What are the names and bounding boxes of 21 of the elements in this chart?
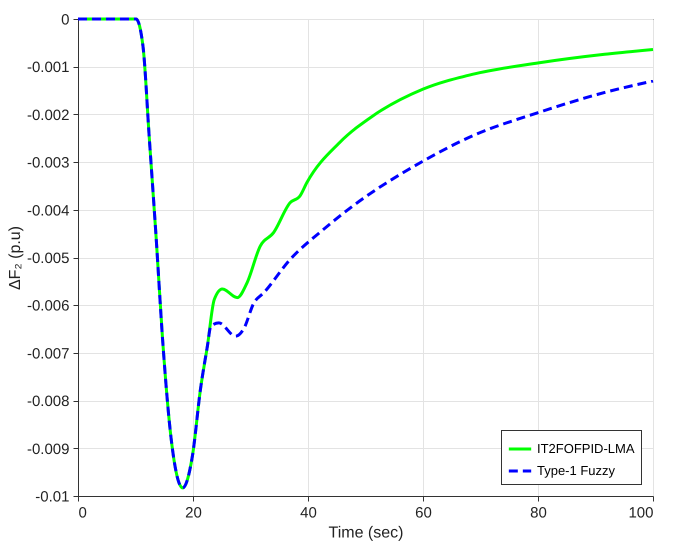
- x-tick-label: 40: [300, 504, 317, 522]
- x-tick-label: 80: [530, 504, 547, 522]
- y-tick-label: -0.009: [26, 440, 70, 458]
- y-tick-label: 0: [61, 12, 70, 28]
- y-tick-label: -0.008: [26, 393, 70, 410]
- y-tick-label: -0.006: [26, 298, 70, 315]
- legend-label: IT2FOFPID-LMA: [537, 441, 635, 456]
- y-axis-title: ΔF₂ (p.u): [6, 226, 24, 290]
- y-tick-label: -0.007: [26, 345, 70, 362]
- y-tick-label: -0.002: [26, 106, 70, 124]
- y-tick-label: -0.005: [26, 250, 70, 267]
- y-tick-label: -0.003: [26, 154, 70, 172]
- y-tick-label: -0.004: [26, 202, 70, 220]
- x-axis-title: Time (sec): [328, 524, 404, 542]
- x-tick-label: 20: [185, 504, 202, 522]
- legend-label: Type-1 Fuzzy: [537, 463, 616, 478]
- y-tick-label: -0.01: [35, 488, 70, 506]
- y-tick-label: -0.001: [26, 59, 70, 76]
- x-tick-label: 60: [415, 504, 432, 522]
- x-tick-label: 0: [78, 504, 87, 522]
- x-tick-label: 100: [628, 504, 654, 522]
